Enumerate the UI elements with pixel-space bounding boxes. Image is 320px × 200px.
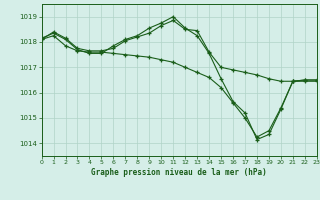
X-axis label: Graphe pression niveau de la mer (hPa): Graphe pression niveau de la mer (hPa) xyxy=(91,168,267,177)
